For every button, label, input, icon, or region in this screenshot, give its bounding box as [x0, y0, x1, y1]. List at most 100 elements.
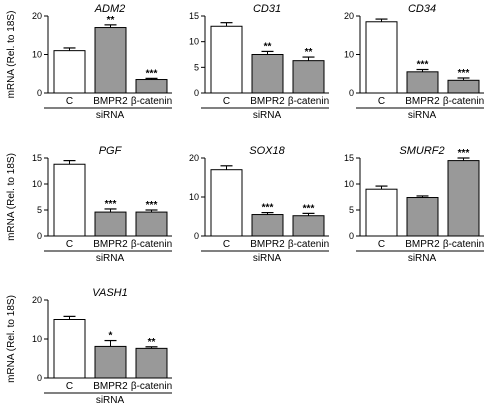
- y-tick-label: 0: [37, 231, 42, 241]
- significance-marker: *: [109, 331, 113, 342]
- y-tick-label: 10: [344, 50, 354, 60]
- category-label: C: [66, 381, 73, 392]
- category-label: C: [378, 96, 385, 107]
- x-axis-label: siRNA: [408, 110, 437, 121]
- x-axis-label: siRNA: [253, 110, 282, 121]
- x-axis-label: siRNA: [96, 395, 125, 406]
- significance-marker: ***: [458, 68, 470, 79]
- bar-bmpr2: [94, 345, 127, 379]
- category-label: BMPR2: [405, 96, 440, 107]
- y-tick-label: 0: [37, 88, 42, 98]
- bar-bmpr2: [94, 27, 127, 94]
- significance-marker: ***: [303, 203, 315, 214]
- y-tick-label: 20: [189, 153, 199, 163]
- category-label: β-catenin: [443, 239, 484, 250]
- y-tick-label: 5: [37, 205, 42, 215]
- y-tick-label: 10: [344, 179, 354, 189]
- category-label: BMPR2: [250, 239, 285, 250]
- category-label: BMPR2: [405, 239, 440, 250]
- category-label: C: [66, 96, 73, 107]
- x-axis-label: siRNA: [96, 110, 125, 121]
- panel-cd34: CD34 0 10 20 C *** BMPR2 *** β-catenin siRNA: [344, 3, 484, 121]
- y-tick-label: 15: [344, 153, 354, 163]
- bar-c: [53, 319, 86, 379]
- bar-c: [365, 188, 398, 237]
- significance-marker: ***: [417, 60, 429, 71]
- category-label: BMPR2: [93, 239, 128, 250]
- y-tick-label: 0: [349, 231, 354, 241]
- panel-title: PGF: [99, 145, 123, 157]
- bar-bmpr2: [406, 197, 439, 237]
- bar-c: [210, 169, 243, 237]
- x-axis-label: siRNA: [408, 253, 437, 264]
- panel-title: ADM2: [94, 3, 126, 15]
- bar-bmpr2: [94, 211, 127, 237]
- bar-bmpr2: [251, 214, 284, 237]
- bar-c: [53, 163, 86, 237]
- y-tick-label: 20: [32, 295, 42, 305]
- panel-smurf2: SMURF2 0 5 10 15 C BMPR2 *** β-catenin siRNA: [344, 145, 484, 264]
- significance-marker: ***: [262, 203, 274, 214]
- category-label: β-catenin: [443, 96, 484, 107]
- y-tick-label: 10: [32, 50, 42, 60]
- panel-vash1: VASH1 0 10 20 C * BMPR2 ** β-catenin siRNA mRNA (R…: [6, 287, 172, 406]
- panel-adm2: ADM2 0 10 20 C ** BMPR2 *** β-catenin siRNA mRNA (…: [6, 3, 172, 121]
- panel-cd31: CD31 0 5 10 15 C ** BMPR2 ** β-catenin siRNA: [189, 3, 329, 121]
- category-label: β-catenin: [288, 239, 329, 250]
- y-tick-label: 20: [32, 11, 42, 21]
- y-tick-label: 10: [32, 179, 42, 189]
- bar-bmpr2: [251, 54, 284, 94]
- bar--catenin: [447, 79, 480, 94]
- category-label: BMPR2: [93, 381, 128, 392]
- category-label: BMPR2: [93, 96, 128, 107]
- category-label: β-catenin: [131, 381, 172, 392]
- category-label: β-catenin: [131, 239, 172, 250]
- y-tick-label: 5: [194, 62, 199, 72]
- y-tick-label: 15: [189, 11, 199, 21]
- y-tick-label: 10: [32, 334, 42, 344]
- category-label: BMPR2: [250, 96, 285, 107]
- panel-title: SMURF2: [399, 145, 444, 157]
- y-tick-label: 15: [32, 153, 42, 163]
- y-tick-label: 0: [349, 88, 354, 98]
- significance-marker: ***: [146, 68, 158, 79]
- bar--catenin: [135, 211, 168, 237]
- bar-c: [365, 21, 398, 94]
- category-label: C: [378, 239, 385, 250]
- panel-sox18: SOX18 0 10 20 C *** BMPR2 *** β-catenin siRNA: [189, 145, 329, 264]
- y-tick-label: 10: [189, 37, 199, 47]
- category-label: β-catenin: [131, 96, 172, 107]
- bar--catenin: [135, 79, 168, 94]
- bar--catenin: [292, 60, 325, 94]
- significance-marker: **: [148, 337, 156, 348]
- panel-title: SOX18: [249, 145, 285, 157]
- category-label: C: [223, 239, 230, 250]
- significance-marker: ***: [105, 199, 117, 210]
- bar--catenin: [292, 215, 325, 237]
- category-label: C: [66, 239, 73, 250]
- bar-c: [210, 25, 243, 94]
- category-label: β-catenin: [288, 96, 329, 107]
- significance-marker: **: [107, 15, 115, 26]
- category-label: C: [223, 96, 230, 107]
- significance-marker: ***: [458, 148, 470, 159]
- bar-c: [53, 50, 86, 94]
- x-axis-label: siRNA: [96, 253, 125, 264]
- y-tick-label: 20: [344, 11, 354, 21]
- y-tick-label: 5: [349, 205, 354, 215]
- bar-bmpr2: [406, 71, 439, 94]
- y-tick-label: 0: [194, 231, 199, 241]
- significance-marker: ***: [146, 200, 158, 211]
- y-tick-label: 0: [194, 88, 199, 98]
- y-axis-label: mRNA (Rel. to 18S): [6, 11, 17, 99]
- significance-marker: **: [264, 41, 272, 52]
- panel-title: CD34: [408, 3, 436, 15]
- panel-pgf: PGF 0 5 10 15 C *** BMPR2 *** β-catenin siRNA mRNA …: [6, 145, 172, 264]
- bar--catenin: [447, 160, 480, 237]
- significance-marker: **: [305, 47, 313, 58]
- panel-title: CD31: [253, 3, 281, 15]
- y-tick-label: 0: [37, 373, 42, 383]
- panel-title: VASH1: [92, 287, 127, 299]
- x-axis-label: siRNA: [253, 253, 282, 264]
